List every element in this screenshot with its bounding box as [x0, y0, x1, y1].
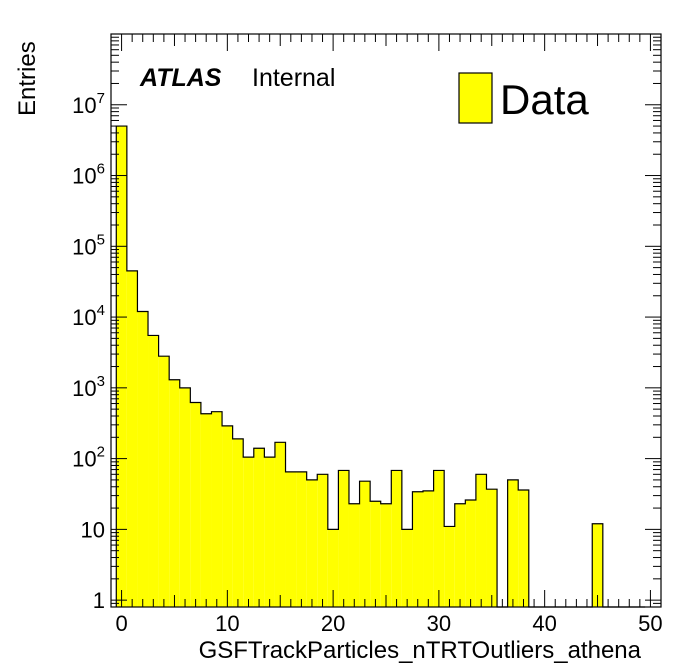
y-tick-label: 105 — [72, 231, 105, 259]
internal-label: Internal — [252, 64, 335, 92]
x-axis-title: GSFTrackParticles_nTRTOutliers_athena — [199, 637, 642, 664]
histogram-bar — [444, 526, 455, 607]
histogram-bar — [370, 501, 381, 607]
histogram-bar — [296, 471, 307, 607]
y-tick-label: 10 — [81, 517, 105, 542]
histogram-bar — [475, 474, 487, 607]
histogram-bar — [126, 270, 138, 607]
histogram-bar — [190, 402, 201, 607]
histogram-bar — [338, 470, 349, 607]
atlas-label: ATLAS — [139, 64, 222, 92]
histogram-bar — [592, 523, 603, 607]
histogram-bar — [380, 503, 392, 607]
x-tick-label: 10 — [215, 611, 239, 636]
y-tick-label: 103 — [72, 373, 105, 401]
histogram-bar — [253, 448, 265, 607]
histogram-bar — [518, 490, 529, 607]
y-tick-label: 104 — [72, 302, 105, 330]
histogram-outline — [115, 125, 646, 608]
histogram-bar — [423, 490, 434, 607]
x-tick-labels: 0 10 20 30 40 50 — [115, 611, 662, 636]
histogram-bar — [507, 479, 519, 607]
x-tick-label: 40 — [532, 611, 556, 636]
y-tick-label: 102 — [72, 444, 105, 472]
histogram-bar — [200, 413, 212, 607]
y-tick-label: 106 — [72, 161, 105, 189]
axis-ticks — [110, 34, 662, 608]
histogram-bar — [116, 126, 127, 607]
x-tick-label: 30 — [427, 611, 451, 636]
x-tick-label: 0 — [115, 611, 127, 636]
histogram-bar — [433, 470, 445, 607]
y-axis-title: Entries — [14, 41, 41, 116]
histogram-bar — [264, 457, 275, 607]
x-tick-label: 20 — [321, 611, 345, 636]
histogram-bar — [412, 491, 424, 607]
histogram-bar — [454, 503, 466, 607]
histogram-bar — [179, 387, 191, 607]
y-tick-labels: 1 10 102 103 104 105 106 107 — [72, 90, 105, 613]
histogram-bar — [137, 311, 149, 607]
y-tick-label: 1 — [93, 588, 105, 613]
histogram-bars — [116, 126, 603, 607]
legend-label: Data — [500, 76, 589, 123]
histogram-bar — [465, 500, 476, 607]
histogram-bar — [359, 481, 371, 607]
histogram-bar — [306, 479, 318, 607]
histogram-bar — [222, 425, 233, 607]
histogram-bar — [243, 457, 254, 607]
histogram-bar — [401, 529, 413, 607]
histogram-bar — [348, 503, 360, 607]
histogram-bar — [274, 442, 286, 607]
histogram-bar — [285, 471, 297, 607]
y-tick-label: 107 — [72, 90, 105, 118]
histogram-bar — [148, 335, 159, 607]
x-tick-label: 50 — [638, 611, 662, 636]
histogram-bar — [158, 356, 170, 607]
histogram-bar — [317, 474, 328, 607]
histogram-bar — [232, 438, 244, 607]
histogram-bar — [391, 470, 402, 607]
legend-swatch — [458, 72, 493, 124]
histogram-bar — [327, 529, 339, 607]
histogram-bar — [169, 379, 180, 607]
histogram-bar — [486, 489, 498, 607]
histogram-bar — [211, 411, 223, 607]
